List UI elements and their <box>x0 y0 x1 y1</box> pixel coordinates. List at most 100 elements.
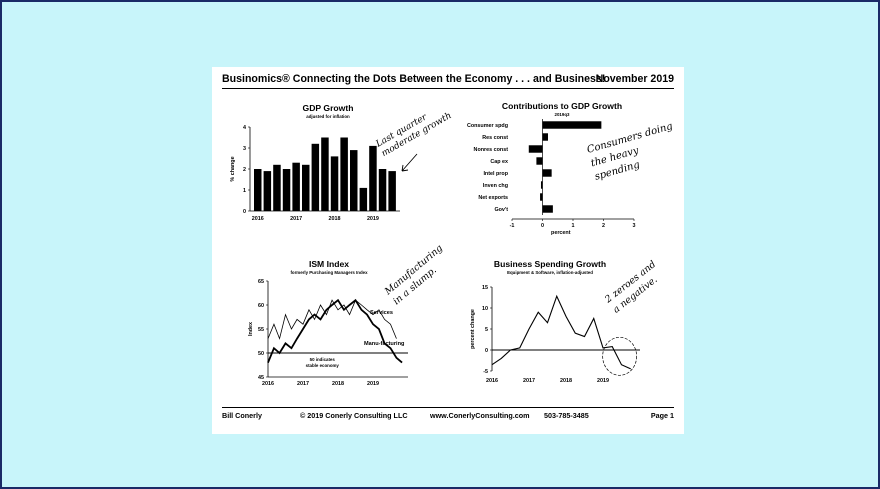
contrib-x-tick-label: 0 <box>541 223 544 229</box>
footer-author: Bill Conerly <box>222 411 262 420</box>
ism-y-tick-label: 50 <box>258 351 264 357</box>
gdp-bar <box>311 143 320 211</box>
contrib-category-label: Cap ex <box>490 159 508 165</box>
bizspend-y-tick-label: 15 <box>482 285 488 291</box>
contrib-x-tick-label: 2 <box>602 223 605 229</box>
ism-reference-label: 50 indicates <box>310 357 336 362</box>
contrib-category-label: Consumer spdg <box>467 123 508 129</box>
contrib-category-label: Net exports <box>478 195 508 201</box>
gdp-y-tick-label: 4 <box>243 125 246 131</box>
ism-series-label: Services <box>370 310 393 316</box>
ism-reference-label: stable economy <box>306 363 340 368</box>
bizspend-x-tick-label: 2017 <box>523 378 535 384</box>
ism-x-tick-label: 2019 <box>367 381 379 387</box>
bizspend-x-tick-label: 2016 <box>486 378 498 384</box>
gdp-x-tick-label: 2017 <box>290 216 302 222</box>
gdp-subtitle: adjusted for inflation <box>306 114 350 119</box>
header-rule <box>222 88 674 89</box>
contrib-bar <box>542 205 553 213</box>
gdp-bar <box>282 169 291 211</box>
bizspend-series-line <box>491 294 631 370</box>
ism-x-tick-label: 2018 <box>332 381 344 387</box>
ism-title: ISM Index <box>309 259 349 269</box>
bizspend-y-label: percent change <box>470 309 476 349</box>
page-header: Businomics® Connecting the Dots Between … <box>222 73 674 85</box>
bizspend-y-tick-label: 5 <box>485 327 488 333</box>
bizspend-y-tick-label: 10 <box>482 306 488 312</box>
contrib-category-label: Gov't <box>494 207 508 213</box>
gdp-bar <box>263 171 272 211</box>
footer-page: Page 1 <box>650 411 674 420</box>
gdp-x-tick-label: 2018 <box>329 216 341 222</box>
gdp-y-tick-label: 2 <box>243 167 246 173</box>
gdp-bar <box>359 187 368 211</box>
contrib-x-tick-label: 1 <box>572 223 575 229</box>
ism-series-label: Manu-facturing <box>364 341 405 347</box>
document-page: Businomics® Connecting the Dots Between … <box>212 67 684 434</box>
gdp-bar <box>369 145 377 211</box>
gdp-bar <box>292 162 300 211</box>
contrib-x-tick-label: 3 <box>633 223 636 229</box>
ism-series-line <box>267 299 397 340</box>
contrib-category-label: Inven chg <box>483 183 508 189</box>
gdp-title: GDP Growth <box>303 103 354 113</box>
bizspend-title: Business Spending Growth <box>494 259 606 269</box>
gdp-y-tick-label: 1 <box>243 188 246 194</box>
contrib-bar <box>542 133 548 141</box>
contrib-title: Contributions to GDP Growth <box>502 101 622 111</box>
footer-copyright: © 2019 Conerly Consulting LLC <box>300 411 408 420</box>
gdp-y-tick-label: 3 <box>243 146 246 152</box>
header-title: Businomics® Connecting the Dots Between … <box>222 73 606 85</box>
bizspend-y-tick-label: 0 <box>485 348 488 354</box>
gdp-bar <box>378 169 387 211</box>
contrib-bar <box>542 169 552 177</box>
bizspend-annotation-circle <box>602 336 637 376</box>
ism-y-tick-label: 45 <box>258 375 264 381</box>
header-date: November 2019 <box>595 73 674 85</box>
contrib-subtitle: 2019q3 <box>555 112 570 117</box>
gdp-bar <box>340 137 348 211</box>
gdp-bar <box>254 169 262 211</box>
ism-x-tick-label: 2017 <box>297 381 309 387</box>
gdp-y-tick-label: 0 <box>243 209 246 215</box>
ism-y-tick-label: 65 <box>258 279 264 285</box>
gdp-bar <box>273 164 281 211</box>
bizspend-x-tick-label: 2019 <box>597 378 609 384</box>
contrib-bar <box>542 121 602 129</box>
bizspend-subtitle: Equipment & Software, inflation-adjusted <box>507 270 593 275</box>
contrib-category-label: Nonres const <box>474 147 509 153</box>
gdp-bar <box>330 156 339 211</box>
contrib-bar <box>540 181 543 189</box>
ism-subtitle: formerly Purchasing Managers Index <box>290 270 368 275</box>
gdp-y-label: % change <box>230 156 236 181</box>
ism-y-tick-label: 60 <box>258 303 264 309</box>
contrib-bar <box>536 157 543 165</box>
ism-y-tick-label: 55 <box>258 327 264 333</box>
ism-y-label: Index <box>248 322 254 336</box>
contrib-x-tick-label: -1 <box>510 223 515 229</box>
gdp-x-tick-label: 2019 <box>367 216 379 222</box>
gdp-x-tick-label: 2016 <box>252 216 264 222</box>
contrib-x-label: percent <box>551 230 571 236</box>
gdp-bar <box>321 137 329 211</box>
gdp-annotation-arrow <box>401 153 418 172</box>
gdp-bar <box>302 164 310 211</box>
ism-x-tick-label: 2016 <box>262 381 274 387</box>
ism-series-line <box>267 298 403 364</box>
contrib-bar <box>528 145 543 153</box>
bizspend-y-tick-label: -5 <box>483 369 488 375</box>
contrib-bar <box>540 193 543 201</box>
gdp-bar <box>388 171 396 211</box>
gdp-bar <box>350 150 358 211</box>
contrib-category-label: Intel prop <box>483 171 508 177</box>
bizspend-x-tick-label: 2018 <box>560 378 572 384</box>
footer-rule <box>222 407 674 408</box>
contrib-category-label: Res const <box>482 135 508 141</box>
footer-phone: 503-785-3485 <box>544 411 589 420</box>
